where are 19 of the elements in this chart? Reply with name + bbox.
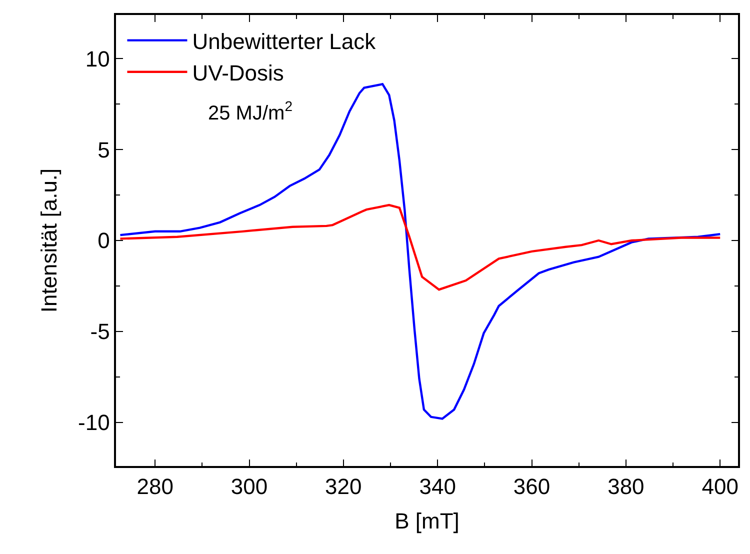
x-axis-title: B [mT] bbox=[394, 508, 460, 534]
x-tick-label: 300 bbox=[230, 474, 268, 500]
y-tick-label: -10 bbox=[78, 410, 110, 436]
y-axis-title: Intensität [a.u.] bbox=[36, 168, 62, 313]
line-series bbox=[119, 204, 722, 291]
y-tick-label: 0 bbox=[98, 228, 110, 254]
x-tick-label: 280 bbox=[136, 474, 174, 500]
legend-label: Unbewitterter Lack bbox=[192, 28, 377, 54]
x-tick-label: 340 bbox=[419, 474, 456, 500]
annotation: 25 MJ/m$^{2}$ bbox=[208, 98, 293, 124]
legend-label: UV-Dosis bbox=[192, 60, 284, 86]
y-tick-label: 5 bbox=[98, 137, 110, 162]
y-tick-label: 10 bbox=[85, 46, 110, 72]
y-tick-label: -5 bbox=[90, 319, 110, 344]
x-tick-label: 320 bbox=[325, 474, 362, 500]
x-tick-label: 360 bbox=[513, 474, 550, 500]
x-tick-label: 380 bbox=[608, 474, 644, 500]
x-tick-label: 400 bbox=[702, 474, 738, 500]
line-series bbox=[119, 83, 722, 420]
